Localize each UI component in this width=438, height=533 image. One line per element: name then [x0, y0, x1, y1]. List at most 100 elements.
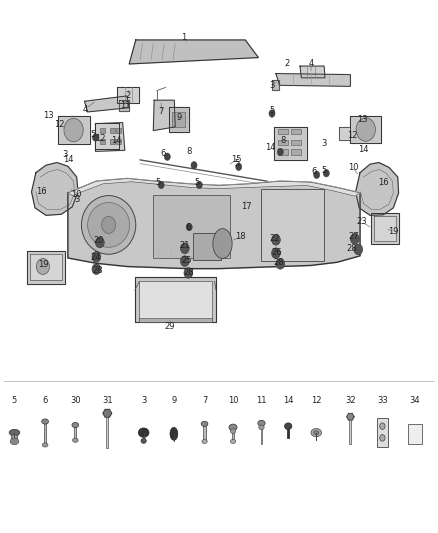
Text: 3: 3 — [62, 150, 67, 159]
Text: 12: 12 — [311, 397, 321, 405]
Ellipse shape — [191, 161, 197, 169]
Text: 28: 28 — [274, 258, 284, 266]
Text: 29: 29 — [165, 322, 175, 330]
Text: 13: 13 — [43, 111, 53, 120]
Ellipse shape — [72, 438, 78, 442]
Ellipse shape — [213, 229, 232, 259]
Bar — [110, 128, 115, 133]
Bar — [291, 140, 301, 145]
Polygon shape — [32, 163, 78, 215]
Bar — [232, 431, 234, 441]
Ellipse shape — [88, 203, 130, 247]
Bar — [261, 189, 324, 261]
Text: 12: 12 — [347, 132, 358, 140]
Text: 9: 9 — [171, 397, 177, 405]
Ellipse shape — [138, 428, 149, 437]
Text: 16: 16 — [36, 188, 47, 196]
Polygon shape — [356, 163, 399, 215]
Text: 16: 16 — [378, 178, 389, 187]
Ellipse shape — [186, 223, 192, 231]
Text: 5: 5 — [321, 166, 327, 175]
Bar — [74, 425, 77, 440]
Bar — [100, 128, 106, 134]
Polygon shape — [169, 107, 189, 132]
Ellipse shape — [285, 423, 292, 430]
Text: 24: 24 — [90, 253, 101, 262]
Ellipse shape — [11, 435, 18, 440]
Ellipse shape — [180, 256, 189, 266]
Ellipse shape — [272, 248, 280, 259]
Polygon shape — [95, 123, 125, 151]
Text: 2: 2 — [126, 92, 131, 100]
Text: 15: 15 — [231, 156, 242, 164]
Ellipse shape — [102, 216, 116, 233]
Text: 26: 26 — [272, 248, 282, 256]
Text: 13: 13 — [357, 116, 368, 124]
Ellipse shape — [229, 424, 237, 431]
Ellipse shape — [158, 181, 164, 189]
Text: 23: 23 — [356, 217, 367, 226]
Text: 7: 7 — [202, 397, 207, 405]
Ellipse shape — [354, 244, 363, 255]
Polygon shape — [371, 213, 399, 244]
Text: 12: 12 — [95, 134, 106, 143]
Polygon shape — [153, 100, 175, 131]
Ellipse shape — [236, 163, 242, 171]
Ellipse shape — [95, 237, 104, 248]
Ellipse shape — [277, 148, 283, 156]
Text: 3: 3 — [74, 196, 79, 204]
Text: 6: 6 — [42, 397, 48, 405]
Ellipse shape — [276, 259, 285, 269]
Ellipse shape — [258, 421, 265, 426]
Ellipse shape — [10, 438, 19, 445]
Ellipse shape — [36, 259, 49, 274]
Polygon shape — [117, 87, 139, 103]
Polygon shape — [272, 80, 279, 90]
Text: 19: 19 — [38, 260, 48, 269]
Text: 4: 4 — [83, 105, 88, 114]
Text: 32: 32 — [345, 397, 356, 405]
Bar — [350, 417, 351, 444]
Ellipse shape — [201, 421, 208, 426]
Bar — [109, 128, 115, 134]
Ellipse shape — [92, 264, 101, 274]
Polygon shape — [68, 179, 360, 269]
Ellipse shape — [170, 427, 178, 440]
Text: 12: 12 — [54, 120, 64, 129]
Polygon shape — [103, 409, 112, 417]
Ellipse shape — [314, 171, 320, 179]
Polygon shape — [95, 123, 119, 149]
Text: 5: 5 — [234, 159, 239, 168]
Ellipse shape — [314, 431, 318, 434]
Text: 20: 20 — [93, 237, 104, 245]
Text: 10: 10 — [228, 397, 238, 405]
Ellipse shape — [92, 134, 99, 141]
Bar — [204, 424, 205, 441]
Bar — [407, 424, 422, 445]
Bar — [116, 139, 121, 144]
Text: 28: 28 — [92, 266, 102, 274]
Bar — [153, 195, 230, 258]
Bar — [278, 129, 288, 134]
Polygon shape — [300, 66, 325, 78]
Polygon shape — [30, 254, 62, 280]
Bar — [100, 128, 105, 133]
Text: 28: 28 — [183, 269, 194, 277]
Text: 27: 27 — [349, 232, 359, 240]
Polygon shape — [85, 96, 129, 112]
Text: 14: 14 — [265, 143, 276, 152]
Text: 5: 5 — [155, 178, 160, 187]
Text: 11: 11 — [120, 101, 131, 110]
Bar — [106, 413, 108, 448]
Text: 8: 8 — [187, 148, 192, 156]
Ellipse shape — [92, 252, 101, 262]
Polygon shape — [350, 116, 381, 143]
Polygon shape — [27, 251, 65, 284]
Text: 6: 6 — [186, 223, 191, 231]
Text: 28: 28 — [346, 244, 357, 253]
Bar — [291, 149, 301, 155]
Text: 11: 11 — [256, 397, 267, 405]
Ellipse shape — [269, 110, 275, 117]
Ellipse shape — [350, 233, 359, 244]
Polygon shape — [68, 179, 360, 196]
